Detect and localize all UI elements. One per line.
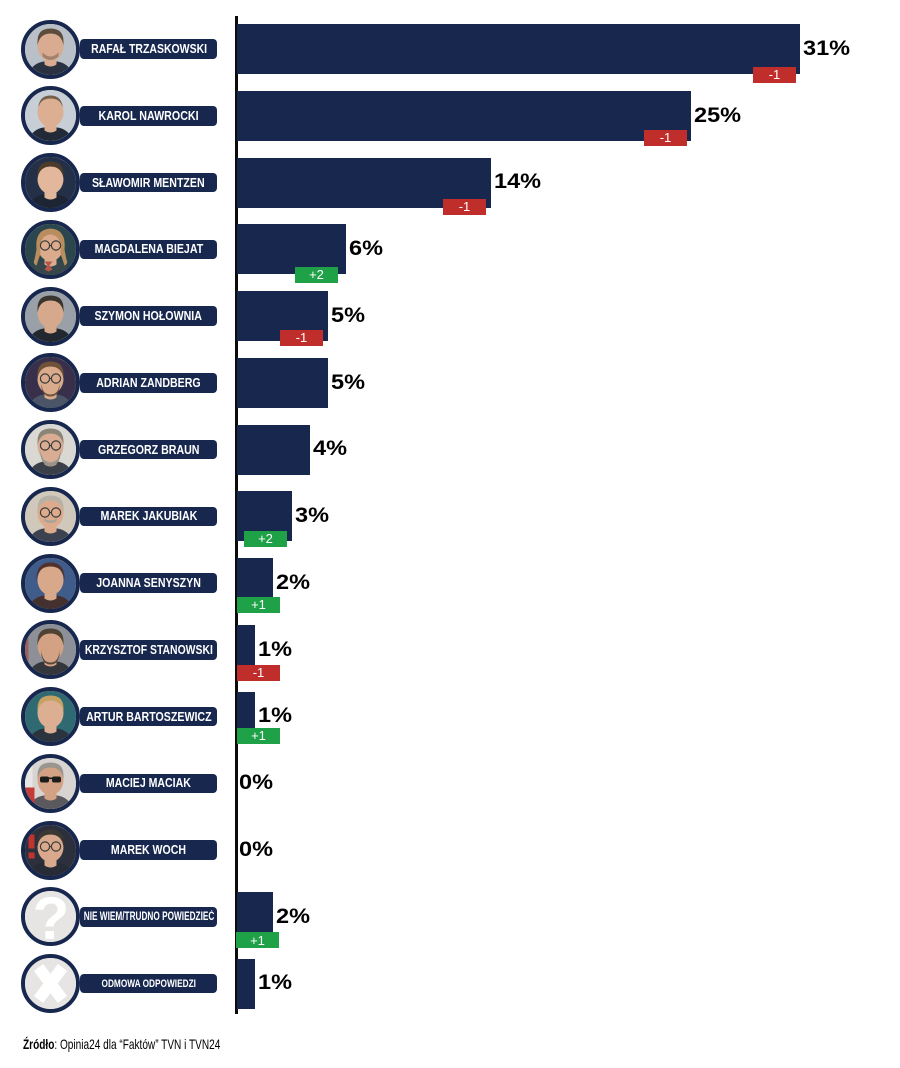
svg-text:?: ? <box>33 891 70 942</box>
